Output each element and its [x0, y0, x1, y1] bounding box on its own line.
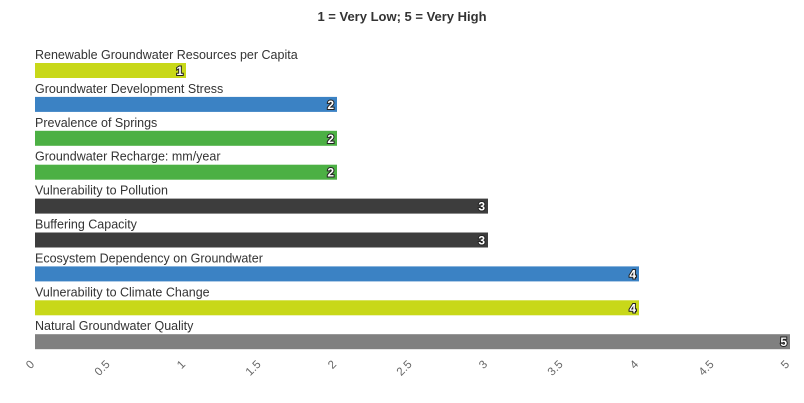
x-tick-label: 5: [779, 359, 792, 372]
bar-group: Ecosystem Dependency on Groundwater 4: [35, 251, 639, 282]
bar-group: Groundwater Development Stress 2: [35, 82, 337, 113]
data-label: 4: [629, 301, 636, 315]
category-label: Vulnerability to Climate Change: [35, 285, 210, 299]
data-label: 1: [176, 64, 183, 78]
bar-group: Prevalence of Springs 2: [35, 116, 337, 147]
category-label: Renewable Groundwater Resources per Capi…: [35, 48, 298, 62]
x-tick-label: 3: [477, 359, 490, 372]
bar[interactable]: [35, 300, 639, 316]
data-label: 2: [327, 132, 334, 146]
data-label: 4: [629, 267, 636, 281]
data-label: 2: [327, 98, 334, 112]
x-tick-label: 3.5: [546, 359, 566, 379]
bar[interactable]: [35, 198, 488, 214]
category-label: Ecosystem Dependency on Groundwater: [35, 251, 263, 265]
data-label: 3: [478, 200, 485, 214]
bar-group: Vulnerability to Climate Change 4: [35, 285, 639, 316]
bar[interactable]: [35, 96, 337, 112]
x-tick-label: 0.5: [93, 359, 113, 379]
data-label: 3: [478, 234, 485, 248]
category-label: Buffering Capacity: [35, 218, 138, 232]
data-label: 2: [327, 166, 334, 180]
category-label: Natural Groundwater Quality: [35, 319, 194, 333]
x-tick-label: 4: [628, 358, 641, 371]
category-label: Prevalence of Springs: [35, 116, 157, 130]
x-tick-label: 1: [175, 359, 188, 372]
category-label: Vulnerability to Pollution: [35, 184, 168, 198]
x-tick-label: 4.5: [697, 359, 717, 379]
bar[interactable]: [35, 266, 639, 282]
x-tick-label: 0: [24, 359, 37, 372]
x-tick-label: 1.5: [244, 359, 264, 379]
category-label: Groundwater Recharge: mm/year: [35, 150, 221, 164]
bar-group: Renewable Groundwater Resources per Capi…: [35, 48, 298, 79]
x-tick-label: 2.5: [395, 359, 415, 379]
bar[interactable]: [35, 334, 790, 350]
category-label: Groundwater Development Stress: [35, 82, 223, 96]
bar-group: Buffering Capacity 3: [35, 218, 488, 249]
data-label: 5: [780, 335, 787, 349]
bar[interactable]: [35, 63, 186, 78]
bar[interactable]: [35, 130, 337, 146]
x-axis-ticks: 0 0.5 1 1.5 2 2.5 3 3.5 4 4.5 5: [24, 358, 792, 378]
bar[interactable]: [35, 232, 488, 248]
bar-group: Vulnerability to Pollution 3: [35, 184, 488, 215]
bar-group: Groundwater Recharge: mm/year 2: [35, 150, 337, 181]
bar-group: Natural Groundwater Quality 5: [35, 319, 790, 350]
chart-title: 1 = Very Low; 5 = Very High: [317, 9, 487, 24]
bar[interactable]: [35, 164, 337, 180]
bars-layer: Renewable Groundwater Resources per Capi…: [35, 48, 790, 350]
x-tick-label: 2: [326, 359, 339, 372]
